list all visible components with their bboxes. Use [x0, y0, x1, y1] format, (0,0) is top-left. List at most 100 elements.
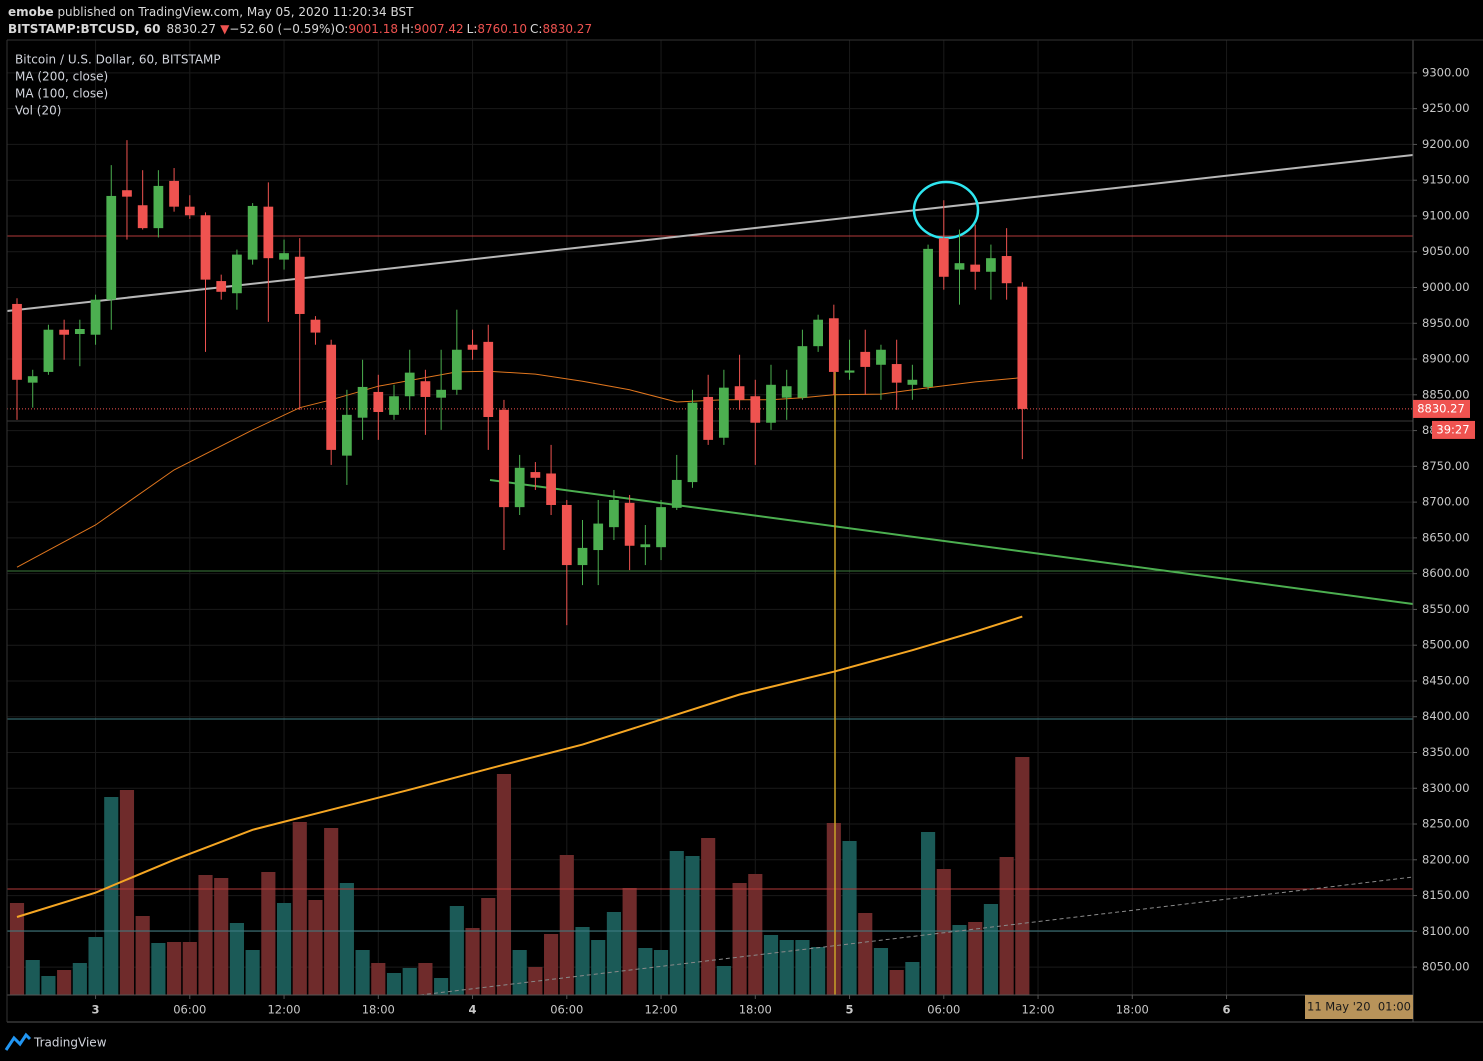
- volume-bar: [41, 976, 56, 995]
- countdown-box: [1432, 420, 1475, 439]
- volume-bar: [638, 948, 653, 995]
- y-tick-label: 8950.00: [1422, 316, 1470, 330]
- volume-bar: [889, 970, 904, 995]
- volume-bar: [465, 928, 480, 995]
- candle-body: [122, 190, 132, 197]
- y-tick-label: 8700.00: [1422, 495, 1470, 509]
- x-tick-label: 5: [846, 1003, 854, 1017]
- volume-bar: [481, 898, 496, 995]
- y-tick-label: 9000.00: [1422, 280, 1470, 294]
- x-tick-label: 12:00: [644, 1003, 677, 1017]
- candle-body: [27, 376, 38, 383]
- last-price-label: 8830.27: [1417, 401, 1465, 415]
- volume-bar: [449, 906, 464, 995]
- arrow: ▼: [220, 22, 230, 36]
- candle-body: [766, 384, 776, 423]
- open: 9001.18: [348, 22, 398, 36]
- countdown: 39:27: [1436, 422, 1469, 436]
- volume-bar: [57, 970, 72, 995]
- candle-body: [671, 479, 682, 508]
- last-price-box: [1413, 399, 1470, 418]
- volume-bar: [229, 923, 244, 995]
- candle-body: [719, 387, 729, 438]
- candle-body: [373, 391, 384, 412]
- high-label: H:: [401, 22, 414, 36]
- candle-body: [342, 414, 352, 456]
- volume-bar: [591, 940, 606, 995]
- volume-bar: [151, 943, 166, 995]
- logo: [4, 1032, 32, 1051]
- volume-bar: [701, 838, 716, 995]
- candle-body: [310, 319, 321, 333]
- x-tick-label: 12:00: [1021, 1003, 1054, 1017]
- candle-body: [279, 253, 289, 260]
- close-label: C:: [530, 22, 542, 36]
- volume-bar: [905, 962, 920, 995]
- candle-body: [106, 195, 117, 300]
- candle-body: [876, 349, 886, 365]
- volume-bar: [434, 978, 449, 995]
- candle-body: [907, 379, 918, 385]
- candle-body: [467, 344, 478, 350]
- candle-body: [703, 396, 714, 440]
- close: 8830.27: [542, 22, 592, 36]
- x-tick-label: 06:00: [550, 1003, 583, 1017]
- volume-bar: [811, 947, 826, 995]
- y-tick-label: 9100.00: [1422, 208, 1470, 222]
- candle-body: [514, 467, 525, 508]
- candle-body: [43, 329, 54, 372]
- published: published on TradingView.com, May 05, 20…: [54, 5, 414, 19]
- open-label: O:: [335, 22, 348, 36]
- moving-average: [16, 615, 1023, 918]
- candle-body: [499, 409, 509, 508]
- highlight-circle: [912, 180, 980, 240]
- volume-bar: [622, 888, 637, 995]
- x-tick-label: 6: [1223, 1003, 1231, 1017]
- volume-bar: [355, 950, 370, 995]
- low: 8760.10: [477, 22, 527, 36]
- candle-body: [169, 180, 179, 207]
- candle-body: [483, 341, 494, 417]
- candle-body: [687, 402, 698, 483]
- volume-bar: [167, 942, 182, 995]
- volume-bar: [261, 872, 276, 995]
- volume-bar: [182, 942, 197, 995]
- volume-bar: [795, 940, 810, 995]
- y-tick-label: 8300.00: [1422, 781, 1470, 795]
- candle-body: [828, 318, 839, 372]
- volume-bar: [88, 937, 103, 995]
- volume-bar: [214, 878, 229, 995]
- volume-bar: [512, 950, 527, 995]
- volume-bar: [653, 950, 669, 995]
- y-tick-label: 8600.00: [1422, 566, 1470, 580]
- candle-body: [593, 523, 604, 551]
- trend-line: [489, 479, 1414, 605]
- y-tick-label: 8250.00: [1422, 817, 1470, 831]
- volume-bar: [386, 973, 402, 995]
- y-tick-label: 8150.00: [1422, 888, 1470, 902]
- candle-body: [923, 248, 933, 387]
- chart-title: Bitcoin / U.S. Dollar, 60, BITSTAMP: [15, 53, 221, 67]
- candle-body: [1017, 286, 1028, 409]
- candle-body: [609, 499, 619, 528]
- candle-body: [137, 205, 148, 229]
- high: 9007.42: [414, 22, 464, 36]
- volume-bar: [779, 940, 794, 995]
- candle-body: [74, 328, 85, 335]
- volume-bar: [9, 903, 25, 995]
- x-tick-label: 18:00: [739, 1003, 772, 1017]
- candle-body: [860, 351, 871, 367]
- low-label: L:: [467, 22, 478, 36]
- volume-bar: [748, 874, 763, 995]
- volume-bar: [308, 900, 323, 995]
- volume-bar: [842, 841, 857, 995]
- y-tick-label: 8850.00: [1422, 387, 1470, 401]
- symbol-line: BITSTAMP:BTCUSD, 60 8830.27 ▼−52.60 (−0.59…: [8, 22, 592, 36]
- last: 8830.27: [166, 22, 216, 36]
- candle-body: [954, 263, 965, 270]
- candle-body: [577, 547, 588, 566]
- volume-bar: [119, 790, 135, 995]
- volume-bar: [1015, 757, 1030, 995]
- candle-body: [294, 256, 305, 314]
